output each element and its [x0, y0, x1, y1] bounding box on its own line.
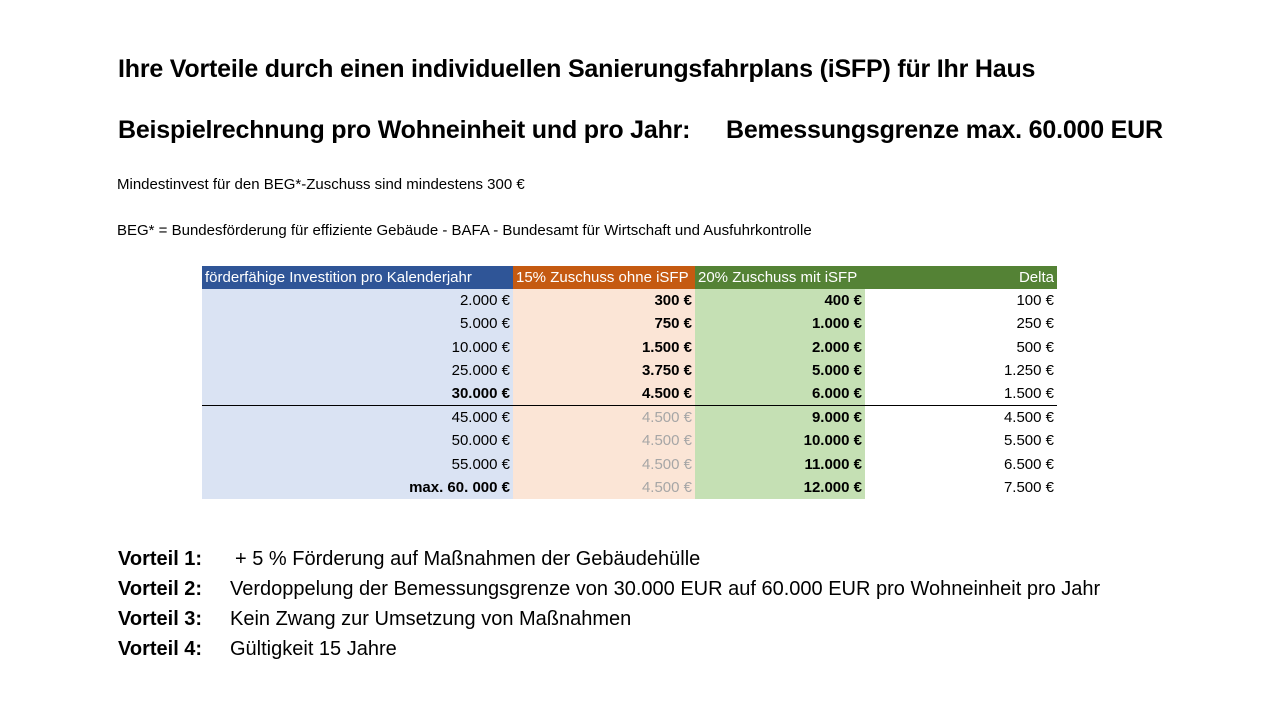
- cell-delta: 7.500 €: [865, 475, 1057, 499]
- cell-without-isfp: 750 €: [513, 312, 695, 336]
- min-invest-note: Mindestinvest für den BEG*-Zuschuss sind…: [117, 176, 525, 193]
- table-row: 45.000 € 4.500 € 9.000 € 4.500 €: [202, 405, 1057, 430]
- table-row: 30.000 € 4.500 € 6.000 € 1.500 €: [202, 381, 1057, 406]
- cell-investment: 55.000 €: [202, 452, 513, 476]
- subtitle: Beispielrechnung pro Wohneinheit und pro…: [118, 116, 1163, 145]
- table-row: 25.000 € 3.750 € 5.000 € 1.250 €: [202, 358, 1057, 382]
- cell-without-isfp: 1.500 €: [513, 335, 695, 359]
- cell-without-isfp: 4.500 €: [513, 405, 695, 430]
- cell-without-isfp: 4.500 €: [513, 475, 695, 499]
- subtitle-left: Beispielrechnung pro Wohneinheit und pro…: [118, 116, 691, 144]
- advantage-label: Vorteil 1:: [118, 548, 203, 570]
- cell-delta: 250 €: [865, 312, 1057, 336]
- cell-with-isfp: 6.000 €: [695, 381, 865, 406]
- cell-without-isfp: 3.750 €: [513, 358, 695, 382]
- advantage-text: Kein Zwang zur Umsetzung von Maßnahmen: [230, 608, 632, 630]
- advantage-text: Gültigkeit 15 Jahre: [230, 638, 397, 660]
- advantage-2: Vorteil 2: Verdoppelung der Bemessungsgr…: [118, 578, 1100, 601]
- cell-with-isfp: 9.000 €: [695, 405, 865, 430]
- cell-without-isfp: 4.500 €: [513, 452, 695, 476]
- cell-investment: max. 60. 000 €: [202, 475, 513, 499]
- advantage-text: Verdoppelung der Bemessungsgrenze von 30…: [230, 578, 1101, 600]
- cell-with-isfp: 5.000 €: [695, 358, 865, 382]
- advantage-label: Vorteil 4:: [118, 638, 203, 660]
- header-without-isfp: 15% Zuschuss ohne iSFP: [513, 266, 695, 290]
- table-header-row: förderfähige Investition pro Kalenderjah…: [202, 266, 1057, 290]
- advantage-3: Vorteil 3: Kein Zwang zur Umsetzung von …: [118, 608, 631, 631]
- cell-without-isfp: 300 €: [513, 289, 695, 313]
- cell-delta: 1.500 €: [865, 381, 1057, 406]
- table-row: max. 60. 000 € 4.500 € 12.000 € 7.500 €: [202, 475, 1057, 499]
- cell-delta: 4.500 €: [865, 405, 1057, 430]
- cell-investment: 50.000 €: [202, 429, 513, 453]
- header-delta: Delta: [865, 266, 1057, 290]
- advantage-label: Vorteil 3:: [118, 608, 203, 630]
- cell-with-isfp: 11.000 €: [695, 452, 865, 476]
- cell-with-isfp: 12.000 €: [695, 475, 865, 499]
- subtitle-right: Bemessungsgrenze max. 60.000 EUR: [726, 116, 1163, 144]
- table-row: 55.000 € 4.500 € 11.000 € 6.500 €: [202, 452, 1057, 476]
- cell-delta: 5.500 €: [865, 429, 1057, 453]
- advantage-label: Vorteil 2:: [118, 578, 203, 600]
- advantage-4: Vorteil 4: Gültigkeit 15 Jahre: [118, 638, 397, 661]
- cell-investment: 30.000 €: [202, 381, 513, 406]
- cell-with-isfp: 10.000 €: [695, 429, 865, 453]
- funding-table: förderfähige Investition pro Kalenderjah…: [202, 266, 1057, 499]
- cell-with-isfp: 1.000 €: [695, 312, 865, 336]
- cell-investment: 25.000 €: [202, 358, 513, 382]
- cell-investment: 45.000 €: [202, 405, 513, 430]
- cell-delta: 1.250 €: [865, 358, 1057, 382]
- cell-investment: 2.000 €: [202, 289, 513, 313]
- cell-without-isfp: 4.500 €: [513, 381, 695, 406]
- beg-definition-note: BEG* = Bundesförderung für effiziente Ge…: [117, 222, 812, 239]
- cell-delta: 100 €: [865, 289, 1057, 313]
- table-row: 2.000 € 300 € 400 € 100 €: [202, 289, 1057, 313]
- cell-with-isfp: 2.000 €: [695, 335, 865, 359]
- header-investment: förderfähige Investition pro Kalenderjah…: [202, 266, 513, 290]
- cell-delta: 500 €: [865, 335, 1057, 359]
- cell-without-isfp: 4.500 €: [513, 429, 695, 453]
- cell-investment: 10.000 €: [202, 335, 513, 359]
- header-with-isfp: 20% Zuschuss mit iSFP: [695, 266, 865, 290]
- cell-with-isfp: 400 €: [695, 289, 865, 313]
- table-row: 50.000 € 4.500 € 10.000 € 5.500 €: [202, 429, 1057, 453]
- page-title: Ihre Vorteile durch einen individuellen …: [118, 55, 1036, 83]
- table-row: 5.000 € 750 € 1.000 € 250 €: [202, 312, 1057, 336]
- cell-delta: 6.500 €: [865, 452, 1057, 476]
- advantage-text: + 5 % Förderung auf Maßnahmen der Gebäud…: [235, 548, 701, 570]
- table-row: 10.000 € 1.500 € 2.000 € 500 €: [202, 335, 1057, 359]
- advantage-1: Vorteil 1: + 5 % Förderung auf Maßnahmen…: [118, 548, 700, 571]
- cell-investment: 5.000 €: [202, 312, 513, 336]
